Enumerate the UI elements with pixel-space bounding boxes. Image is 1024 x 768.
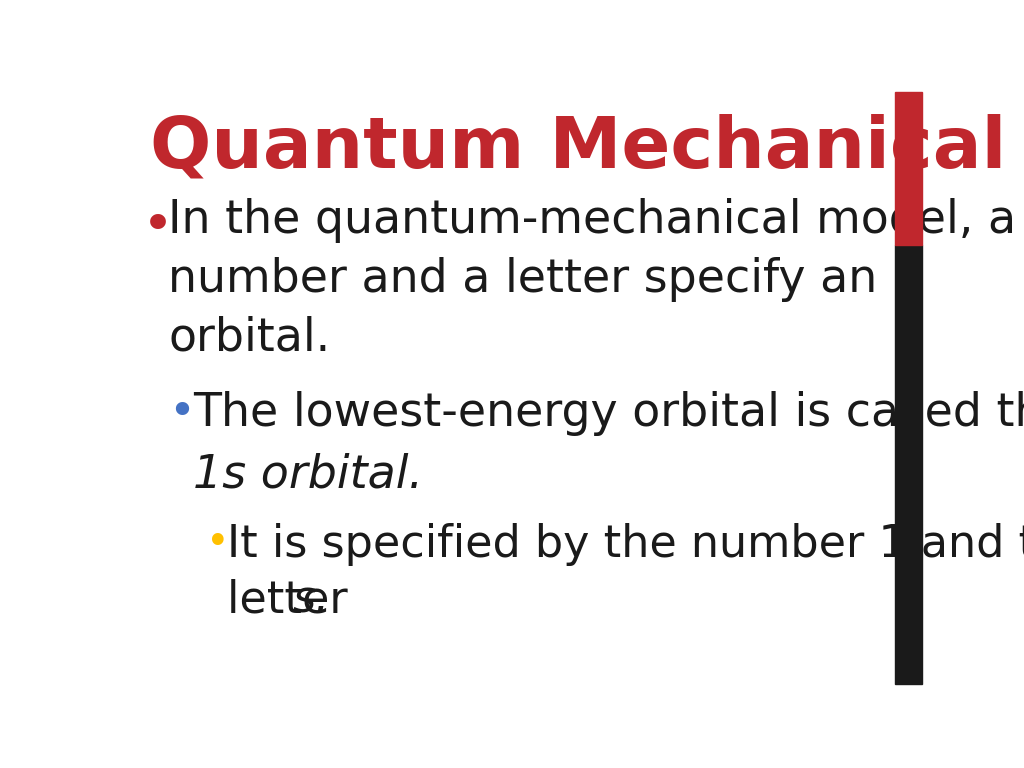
Text: It is specified by the number 1 and the: It is specified by the number 1 and the — [227, 523, 1024, 566]
Text: •: • — [206, 523, 229, 564]
Text: s.: s. — [292, 579, 330, 622]
Text: orbital.: orbital. — [168, 316, 331, 360]
Text: In the quantum-mechanical model, a: In the quantum-mechanical model, a — [168, 198, 1017, 243]
Bar — [895, 245, 922, 684]
Text: letter: letter — [227, 579, 362, 622]
Text: The lowest-energy orbital is called the: The lowest-energy orbital is called the — [194, 391, 1024, 436]
Bar — [895, 92, 922, 245]
Text: Quantum Mechanical Model: Quantum Mechanical Model — [150, 114, 1024, 183]
Text: •: • — [168, 391, 196, 436]
Text: number and a letter specify an: number and a letter specify an — [168, 257, 878, 302]
Text: •: • — [142, 200, 174, 252]
Text: 1s orbital.: 1s orbital. — [194, 452, 423, 498]
